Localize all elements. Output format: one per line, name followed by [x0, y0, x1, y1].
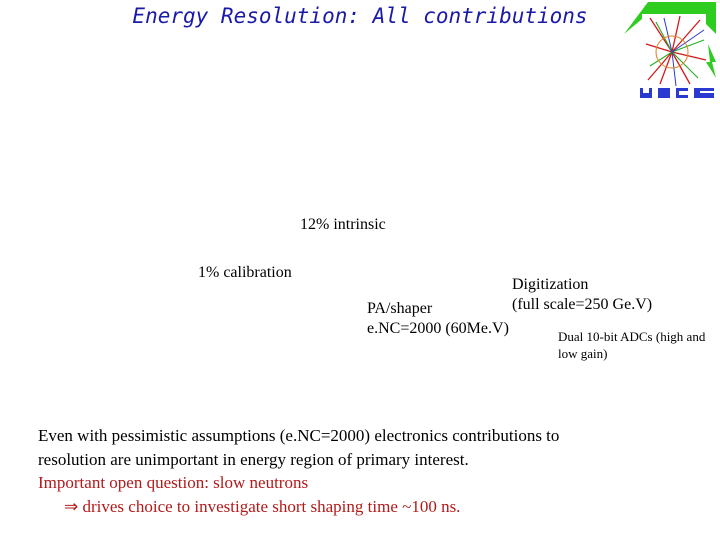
conclusion-text: drives choice to investigate short shapi… — [82, 496, 461, 516]
summary-text: Even with pessimistic assumptions (e.NC=… — [38, 424, 559, 519]
calibration-label: 1% calibration — [198, 264, 292, 281]
summary-line-2: resolution are unimportant in energy reg… — [38, 449, 469, 469]
conclusion-line: ⇒ drives choice to investigate short sha… — [38, 495, 559, 520]
pa-shaper-label: PA/shaper — [367, 300, 433, 317]
alice-logo-icon — [624, 2, 716, 98]
enc-label: e.NC=2000 (60Me.V) — [367, 320, 509, 337]
open-question-line: Important open question: slow neutrons — [38, 473, 309, 492]
implies-arrow-icon: ⇒ — [64, 496, 79, 517]
slide-title: Energy Resolution: All contributions — [132, 4, 588, 28]
intrinsic-label: 12% intrinsic — [300, 216, 386, 233]
adc-note: Dual 10-bit ADCs (high and low gain) — [558, 329, 706, 361]
full-scale-label: (full scale=250 Ge.V) — [512, 296, 653, 313]
summary-line-1: Even with pessimistic assumptions (e.NC=… — [38, 426, 560, 445]
digitization-label: Digitization — [512, 276, 589, 293]
